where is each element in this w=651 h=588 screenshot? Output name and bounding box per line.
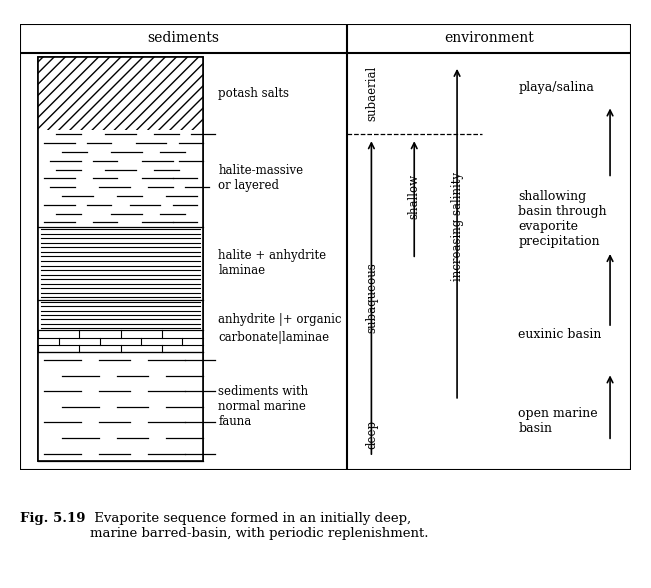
Text: sediments with
normal marine
fauna: sediments with normal marine fauna xyxy=(219,385,309,429)
Bar xyxy=(38,300,203,330)
Text: halite-massive
or layered: halite-massive or layered xyxy=(219,165,303,192)
Text: euxinic basin: euxinic basin xyxy=(518,328,602,340)
Text: Fig. 5.19: Fig. 5.19 xyxy=(20,512,85,524)
Text: shallow: shallow xyxy=(408,174,421,219)
Text: open marine
basin: open marine basin xyxy=(518,407,598,435)
Bar xyxy=(38,57,203,462)
Text: subaerial: subaerial xyxy=(365,66,378,121)
Text: subaqueous: subaqueous xyxy=(365,262,378,333)
Text: potash salts: potash salts xyxy=(219,87,290,100)
Text: sediments: sediments xyxy=(147,31,219,45)
Text: increasing salinity: increasing salinity xyxy=(450,172,464,281)
Text: anhydrite |+ organic: anhydrite |+ organic xyxy=(219,313,342,326)
Text: Evaporite sequence formed in an initially deep,
marine barred-basin, with period: Evaporite sequence formed in an initiall… xyxy=(90,512,428,540)
Text: environment: environment xyxy=(445,31,534,45)
Text: carbonate|laminae: carbonate|laminae xyxy=(219,330,329,343)
Text: shallowing
basin through
evaporite
precipitation: shallowing basin through evaporite preci… xyxy=(518,190,607,248)
Bar xyxy=(38,57,203,130)
Bar xyxy=(38,57,203,130)
Bar xyxy=(38,57,203,462)
Text: playa/salina: playa/salina xyxy=(518,81,594,94)
Text: halite + anhydrite
laminae: halite + anhydrite laminae xyxy=(219,249,327,278)
Bar xyxy=(38,352,203,462)
Bar xyxy=(38,130,203,227)
Bar xyxy=(38,330,203,352)
Text: deep: deep xyxy=(365,420,378,449)
Bar xyxy=(38,227,203,300)
